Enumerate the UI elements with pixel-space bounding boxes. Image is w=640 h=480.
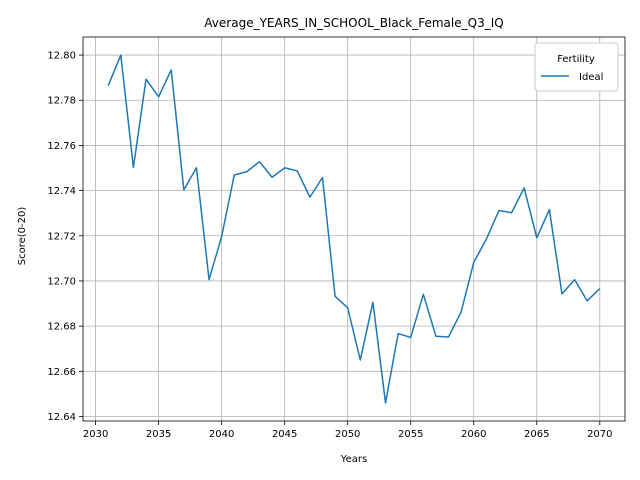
x-tick-label: 2055 — [398, 429, 423, 440]
legend-title: Fertility — [557, 54, 595, 65]
grid-lines — [83, 37, 625, 421]
x-tick-label: 2065 — [524, 429, 549, 440]
y-tick-label: 12.76 — [47, 141, 76, 152]
x-tick-label: 2045 — [272, 429, 297, 440]
y-tick-label: 12.64 — [47, 412, 76, 423]
y-tick-label: 12.68 — [47, 322, 76, 333]
y-tick-label: 12.78 — [47, 96, 76, 107]
series-line-ideal — [107, 54, 601, 404]
x-tick-label: 2035 — [146, 429, 171, 440]
y-tick-label: 12.74 — [47, 186, 76, 197]
axis-ticks: 2030 2035 2040 2045 2050 2055 2060 2065 2070 12.6… — [47, 51, 612, 440]
y-tick-label: 12.72 — [47, 231, 76, 242]
y-tick-label: 12.66 — [47, 367, 76, 378]
x-axis-title: Years — [340, 454, 367, 465]
legend: Fertility Ideal — [534, 42, 619, 92]
x-tick-label: 2070 — [587, 429, 612, 440]
x-tick-label: 2060 — [461, 429, 486, 440]
y-tick-label: 12.80 — [47, 51, 76, 62]
legend-label-ideal: Ideal — [579, 72, 603, 83]
y-axis-title: Score(0-20) — [17, 207, 28, 266]
x-tick-label: 2030 — [83, 429, 108, 440]
chart-title: Average_YEARS_IN_SCHOOL_Black_Female_Q3_… — [204, 16, 503, 30]
y-tick-label: 12.70 — [47, 276, 76, 287]
legend-box — [534, 42, 619, 92]
x-tick-label: 2040 — [209, 429, 234, 440]
series-group — [107, 54, 601, 404]
x-tick-label: 2050 — [335, 429, 360, 440]
plot-frame — [82, 36, 626, 422]
